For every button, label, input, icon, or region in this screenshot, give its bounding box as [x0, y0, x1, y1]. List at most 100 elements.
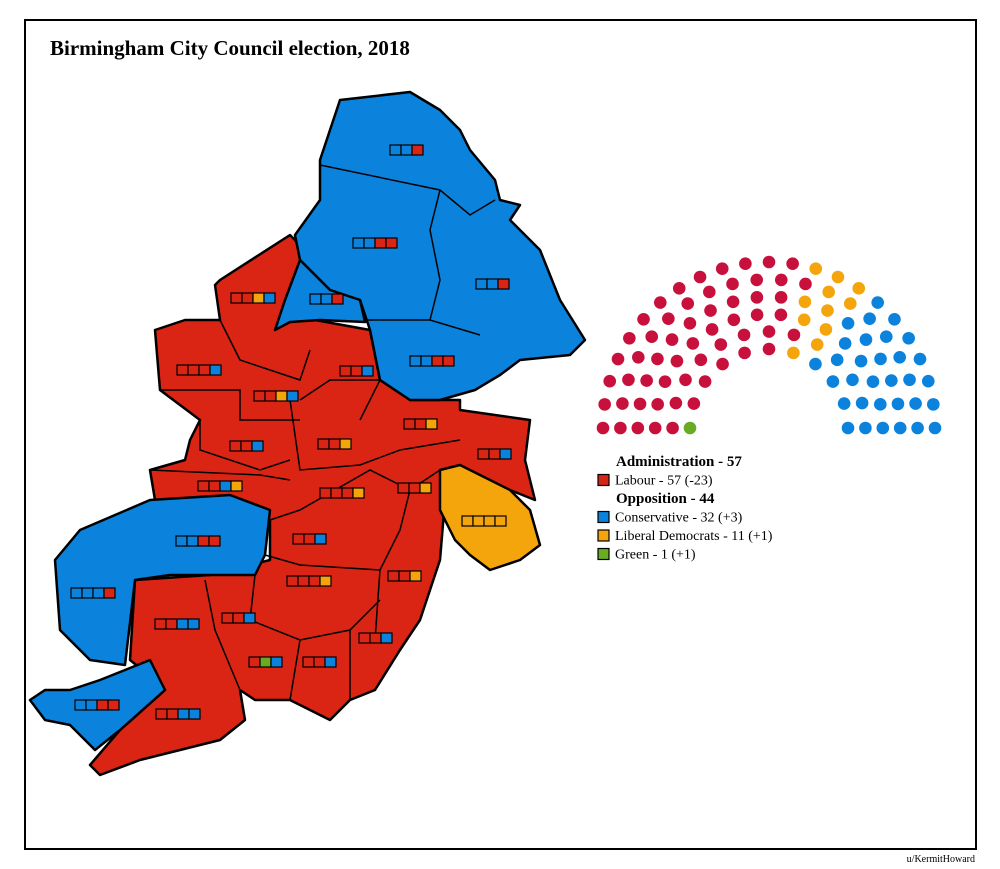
- ward-seat: [398, 570, 411, 582]
- ward-seat: [483, 515, 496, 527]
- legend-label: Liberal Democrats - 11 (+1): [615, 529, 773, 544]
- ward-seat: [197, 480, 210, 492]
- seat: [855, 396, 869, 410]
- seat: [698, 375, 712, 388]
- ward-seat: [219, 480, 232, 492]
- ward-seat: [352, 237, 365, 249]
- seat: [841, 421, 855, 435]
- ward-seat: [389, 144, 402, 156]
- ward-seat: [494, 515, 507, 527]
- ward-seat: [409, 570, 422, 582]
- seat: [633, 397, 647, 411]
- ward-seat: [409, 355, 422, 367]
- seat: [809, 262, 823, 276]
- ward-seat: [208, 535, 221, 547]
- ward-seat: [221, 612, 234, 624]
- seat: [879, 330, 893, 344]
- ward-seat: [263, 292, 276, 304]
- ward-seat: [442, 355, 455, 367]
- ward-seat: [308, 575, 321, 587]
- ward-seat: [486, 278, 499, 290]
- seat: [739, 257, 752, 270]
- ward-seat: [248, 656, 261, 668]
- seat: [672, 282, 686, 295]
- legend-label: Labour - 57 (-23): [615, 474, 713, 489]
- seat: [681, 297, 695, 310]
- seat: [893, 350, 906, 364]
- seat: [891, 397, 905, 411]
- ward-seat: [431, 355, 444, 367]
- ward-seat: [155, 708, 168, 720]
- seat: [911, 421, 924, 435]
- ward-seat: [208, 480, 221, 492]
- seat: [670, 354, 684, 368]
- ward-seat: [188, 708, 201, 720]
- seat: [727, 313, 741, 327]
- ward-seat: [264, 390, 277, 402]
- hemicycle: [596, 255, 942, 435]
- ward-seat: [374, 237, 387, 249]
- seat: [809, 357, 822, 371]
- seat: [787, 328, 801, 342]
- seat: [666, 421, 679, 435]
- seat: [787, 346, 800, 360]
- seat: [866, 375, 880, 389]
- seat: [838, 337, 852, 350]
- seat: [737, 328, 751, 342]
- seat: [831, 270, 845, 284]
- ward-seat: [197, 535, 210, 547]
- seat: [762, 325, 776, 338]
- seat: [871, 296, 885, 309]
- ward-seat: [319, 487, 332, 499]
- ward-seat: [252, 292, 265, 304]
- ward-seat: [177, 708, 190, 720]
- ward-seat: [253, 390, 266, 402]
- seat: [830, 353, 844, 367]
- ward-seat: [302, 656, 315, 668]
- ward-seat: [232, 612, 245, 624]
- ward-seat: [92, 587, 105, 599]
- ward-seat: [317, 438, 330, 450]
- seat: [874, 398, 887, 411]
- seat: [750, 291, 764, 304]
- legend-heading: Administration - 57: [616, 454, 742, 470]
- seat: [611, 352, 625, 366]
- ward-seat: [472, 515, 485, 527]
- seat: [863, 312, 876, 325]
- seat: [640, 374, 653, 387]
- ward-seat: [286, 390, 299, 402]
- legend-label: Conservative - 32 (+3): [615, 511, 743, 526]
- seat: [859, 421, 872, 435]
- ward-seat: [240, 440, 253, 452]
- seat: [598, 398, 611, 411]
- seat: [799, 277, 812, 291]
- seat: [888, 312, 901, 326]
- ward-seat: [286, 575, 299, 587]
- ward-seat: [186, 535, 199, 547]
- seat: [846, 373, 859, 387]
- ward-seat: [350, 365, 363, 377]
- ward-seat: [166, 708, 179, 720]
- seat: [913, 352, 927, 366]
- seat: [726, 277, 739, 291]
- seat: [653, 296, 667, 309]
- ward-seat: [154, 618, 167, 630]
- seat: [927, 398, 940, 411]
- ward-seat: [176, 364, 189, 376]
- seat: [669, 396, 683, 410]
- seat: [596, 421, 610, 435]
- ward-seat: [270, 656, 283, 668]
- seat: [797, 313, 811, 327]
- ward-seat: [419, 482, 432, 494]
- seat: [928, 421, 942, 435]
- seat: [826, 375, 840, 388]
- ward-seat: [361, 365, 374, 377]
- seat: [843, 297, 857, 310]
- ward-seat: [341, 487, 354, 499]
- ward-seat: [303, 533, 316, 545]
- ward-seat: [74, 699, 87, 711]
- seat: [683, 421, 697, 435]
- ward-seat: [176, 618, 189, 630]
- ward-seat: [96, 699, 109, 711]
